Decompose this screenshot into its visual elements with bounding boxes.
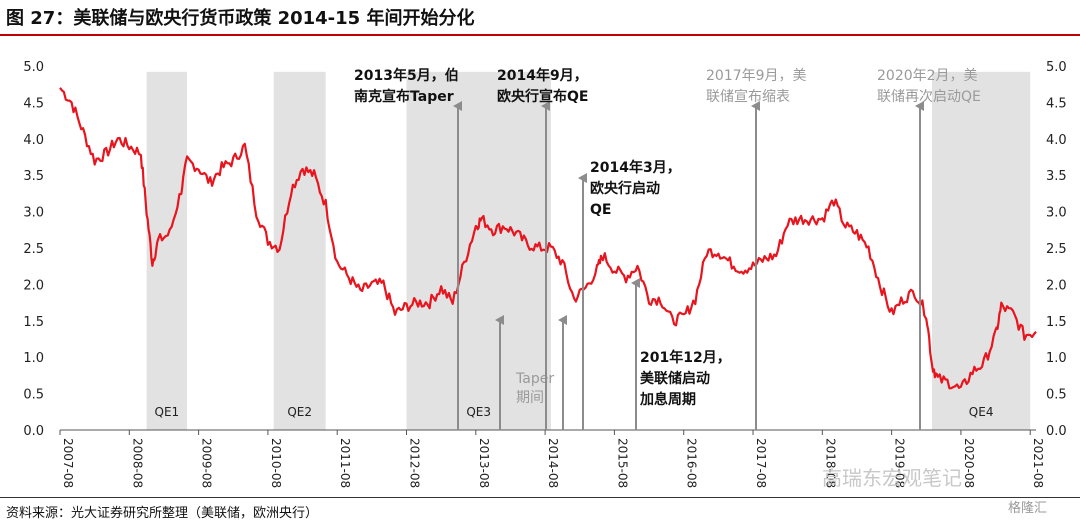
x-tick-label: 2013-08 [477,438,491,488]
title-rule [0,34,1080,36]
y-tick-label-left: 5.0 [23,60,44,75]
taper-label: Taper [515,371,554,387]
x-tick-label: 2020-08 [962,438,976,488]
y-tick-label-left: 2.5 [23,242,44,257]
x-tick-label: 2008-08 [130,438,144,488]
y-tick-label-right: 1.5 [1046,315,1067,330]
y-tick-label-left: 4.5 [23,96,44,111]
annotation-label: QE [590,202,611,218]
taper-label: 期间 [516,390,544,406]
x-tick-label: 2009-08 [200,438,214,488]
chart-axes: 0.0 0.0 0.5 0.5 1.0 1.0 1.5 1.5 2.0 2.0 2.5 2.5 3.0 3… [23,60,1066,488]
x-tick-label: 2011-08 [338,438,352,488]
watermark: 高瑞东宏观笔记 [822,466,962,490]
y-tick-label-right: 0.5 [1046,388,1067,403]
qe-shade [406,71,551,430]
x-tick-label: 2019-08 [893,438,907,488]
y-tick-label-left: 1.0 [23,351,44,366]
x-tick-label: 2012-08 [408,438,422,488]
y-tick-label-left: 3.0 [23,206,44,221]
y-tick-label-left: 4.0 [23,133,44,148]
qe-shade [932,71,1031,430]
annotation-label: 2014年9月， [497,67,588,84]
qe-shade [273,71,326,430]
qe-shaded-periods: QE1 QE2 QE3 QE4 Taper 期间 [146,71,1031,430]
qe-shade [146,71,188,430]
x-tick-label: 2017-08 [754,438,768,488]
x-tick-label: 2016-08 [685,438,699,488]
qe-label: QE1 [155,405,180,419]
x-tick-label: 2018-08 [823,438,837,488]
annotation-label: 联储宣布缩表 [706,89,790,105]
y-tick-label-left: 1.5 [23,315,44,330]
y-tick-label-left: 2.0 [23,278,44,293]
y-tick-label-right: 4.0 [1046,133,1067,148]
annotation-label: 南克宣布Taper [354,88,454,105]
qe-label: QE2 [287,405,312,419]
annotation-label: 联储再次启动QE [877,89,981,105]
qe-label: QE3 [466,405,491,419]
annotation-label: 2014年3月， [590,159,681,176]
y-tick-label-right: 0.0 [1046,424,1067,439]
annotation-label: 2017年9月，美 [706,68,807,84]
y-tick-label-right: 4.5 [1046,96,1067,111]
annotation-label: 2013年5月，伯 [354,67,459,84]
source-note: 资料来源：光大证券研究所整理（美联储，欧洲央行） [6,506,319,521]
annotation-label: 美联储启动 [640,370,710,387]
line-chart: QE1 QE2 QE3 QE4 Taper 期间 0.0 0.0 0.5 0.5 1.0 1.0 1.… [23,60,1066,488]
y-tick-label-left: 3.5 [23,169,44,184]
annotation-label: 加息周期 [639,391,696,408]
qe-label: QE4 [969,405,994,419]
annotation-label: 2020年2月，美 [877,68,978,84]
annotation-label: 欧央行宣布QE [497,88,588,105]
annotation-label: 欧央行启动 [590,180,660,197]
x-tick-label: 2021-08 [1031,438,1045,488]
y-tick-label-right: 3.5 [1046,169,1067,184]
brand-logo-text: 格隆汇 [1008,501,1048,516]
annotation-label: 201年12月， [640,349,731,366]
y-tick-label-left: 0.0 [23,424,44,439]
x-tick-label: 2007-08 [61,438,75,488]
y-tick-label-right: 1.0 [1046,351,1067,366]
x-tick-label: 2015-08 [615,438,629,488]
y-tick-label-right: 5.0 [1046,60,1067,75]
y-tick-label-right: 3.0 [1046,206,1067,221]
x-tick-label: 2014-08 [546,438,560,488]
figure-title: 图 27：美联储与欧央行货币政策 2014-15 年间开始分化 [6,8,475,29]
y-tick-label-right: 2.0 [1046,278,1067,293]
annotation-arrows [453,101,924,430]
y-tick-label-left: 0.5 [23,388,44,403]
footer-rule [0,497,1080,498]
x-tick-label: 2010-08 [269,438,283,488]
y-tick-label-right: 2.5 [1046,242,1067,257]
